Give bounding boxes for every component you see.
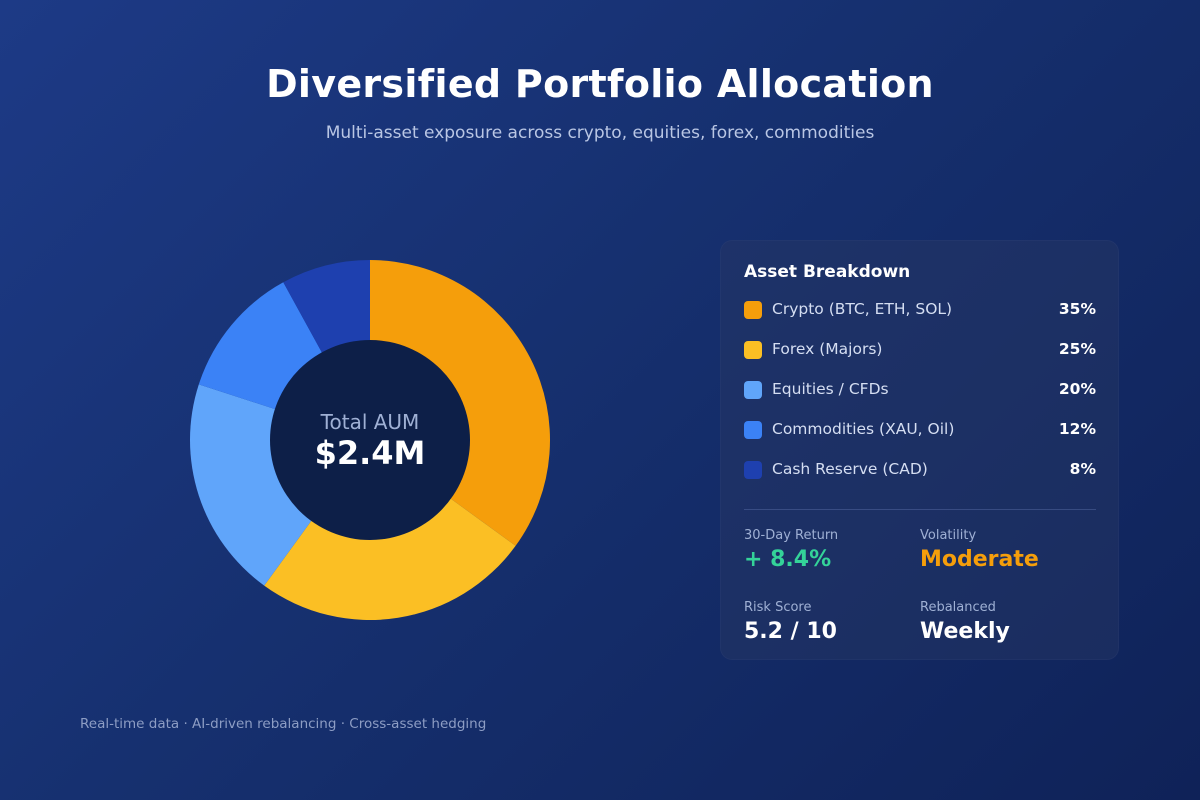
stat-risk-score: Risk Score 5.2 / 10 bbox=[744, 600, 914, 644]
donut-center bbox=[270, 340, 470, 540]
total-aum-value: $2.4M bbox=[314, 434, 426, 472]
legend-label: Equities / CFDs bbox=[772, 380, 889, 398]
swatch-commodities bbox=[744, 421, 762, 439]
stat-label: Rebalanced bbox=[920, 600, 996, 615]
legend-label: Cash Reserve (CAD) bbox=[772, 460, 928, 478]
page-subtitle: Multi-asset exposure across crypto, equi… bbox=[325, 123, 875, 143]
total-aum-label: Total AUM bbox=[320, 410, 420, 434]
swatch-equities bbox=[744, 381, 762, 399]
rebalanced-value: Weekly bbox=[920, 619, 1010, 644]
swatch-crypto bbox=[744, 301, 762, 319]
risk-score-value: 5.2 / 10 bbox=[744, 619, 837, 644]
panel-title: Asset Breakdown bbox=[744, 262, 911, 282]
return-value: + 8.4% bbox=[744, 547, 832, 572]
legend-label: Crypto (BTC, ETH, SOL) bbox=[772, 300, 953, 318]
stat-30-day-return: 30-Day Return + 8.4% bbox=[744, 528, 914, 572]
legend-percent: 20% bbox=[1058, 380, 1096, 398]
legend: Crypto (BTC, ETH, SOL) 35% Forex (Majors… bbox=[744, 298, 1096, 498]
swatch-forex bbox=[744, 341, 762, 359]
asset-breakdown-panel: Asset Breakdown Crypto (BTC, ETH, SOL) 3… bbox=[720, 240, 1119, 660]
swatch-cash bbox=[744, 461, 762, 479]
legend-percent: 12% bbox=[1058, 420, 1096, 438]
page-title: Diversified Portfolio Allocation bbox=[266, 62, 934, 106]
legend-percent: 35% bbox=[1058, 300, 1096, 318]
footer-note: Real-time data · AI-driven rebalancing ·… bbox=[80, 716, 487, 732]
legend-item-crypto: Crypto (BTC, ETH, SOL) 35% bbox=[744, 298, 1096, 338]
legend-item-forex: Forex (Majors) 25% bbox=[744, 338, 1096, 378]
legend-item-equities: Equities / CFDs 20% bbox=[744, 378, 1096, 418]
stat-volatility: Volatility Moderate bbox=[920, 528, 1090, 572]
legend-percent: 8% bbox=[1069, 460, 1096, 478]
volatility-value: Moderate bbox=[920, 547, 1039, 572]
stat-label: 30-Day Return bbox=[744, 528, 839, 543]
stat-label: Volatility bbox=[920, 528, 977, 543]
legend-item-cash: Cash Reserve (CAD) 8% bbox=[744, 458, 1096, 498]
legend-label: Forex (Majors) bbox=[772, 340, 883, 358]
legend-percent: 25% bbox=[1058, 340, 1096, 358]
panel-divider bbox=[744, 509, 1096, 510]
legend-label: Commodities (XAU, Oil) bbox=[772, 420, 955, 438]
stat-label: Risk Score bbox=[744, 600, 812, 615]
donut-chart: Total AUM $2.4M bbox=[190, 260, 550, 620]
legend-item-commodities: Commodities (XAU, Oil) 12% bbox=[744, 418, 1096, 458]
stat-rebalanced: Rebalanced Weekly bbox=[920, 600, 1090, 644]
